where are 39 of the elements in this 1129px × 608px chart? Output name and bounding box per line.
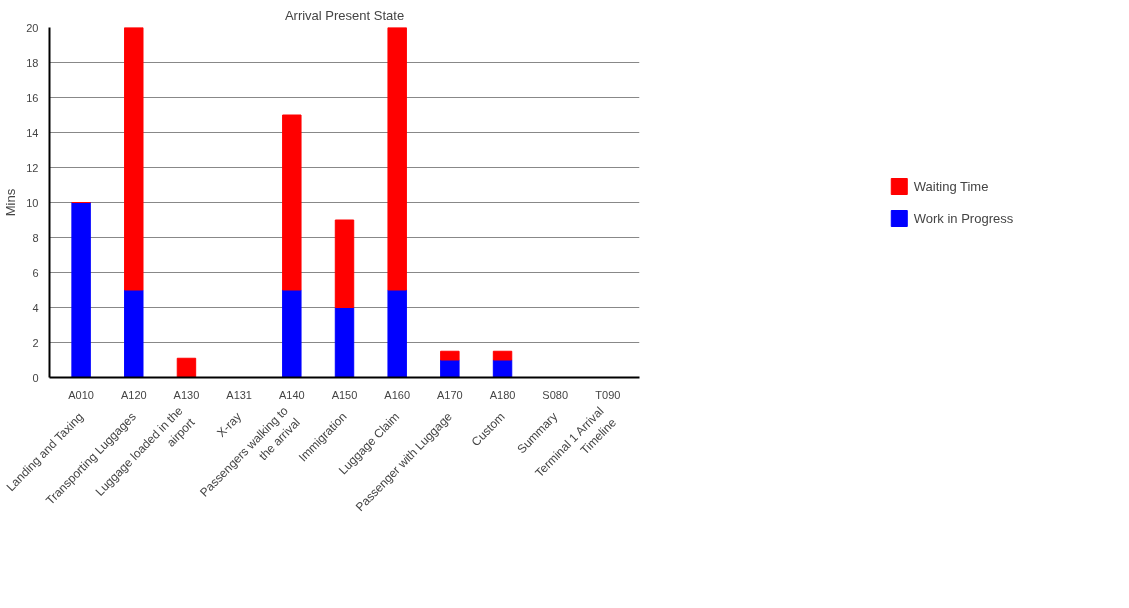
bar: [440, 350, 460, 361]
bar: [282, 289, 302, 378]
x-tick-label: T090: [595, 388, 621, 401]
bar: [387, 289, 407, 378]
x-tick-label: S080: [542, 388, 569, 401]
y-tick-label: 20: [26, 21, 39, 34]
bar: [334, 307, 355, 378]
x-tick-label: A150: [331, 388, 358, 401]
bar: [124, 27, 144, 291]
y-tick-label: 10: [26, 196, 39, 209]
x-tick-label: A120: [120, 388, 147, 401]
y-tick-label: 2: [32, 336, 39, 349]
x-tick-label: A160: [384, 388, 411, 401]
chart-title: Arrival Present State: [284, 7, 405, 23]
x-tick-label: A131: [226, 388, 252, 401]
bar: [124, 289, 144, 378]
x-tick-label: A170: [437, 388, 463, 401]
x-tick-label: A180: [489, 388, 516, 401]
y-tick-label: 4: [32, 301, 39, 314]
legend-label: Waiting Time: [913, 178, 989, 194]
x-tick-label: A140: [278, 388, 305, 401]
y-tick-label: 6: [32, 266, 39, 279]
x-tick-label: A130: [173, 388, 200, 401]
y-tick-label: 14: [26, 126, 39, 139]
y-tick-label: 0: [32, 371, 39, 384]
y-axis-title: Mins: [3, 188, 19, 217]
y-tick-label: 18: [26, 56, 39, 69]
bar: [176, 357, 197, 378]
legend-label: Work in Progress: [913, 210, 1014, 226]
y-tick-label: 12: [26, 161, 39, 174]
y-tick-label: 8: [32, 231, 39, 244]
y-tick-label: 16: [26, 91, 39, 104]
bar: [492, 350, 513, 361]
bar: [282, 114, 302, 291]
bar: [334, 219, 355, 308]
bar: [440, 359, 460, 378]
x-tick-label: A010: [68, 388, 94, 401]
bar: [387, 27, 407, 291]
bar: [71, 202, 91, 378]
